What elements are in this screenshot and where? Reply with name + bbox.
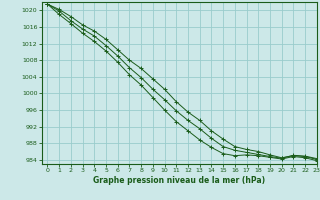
X-axis label: Graphe pression niveau de la mer (hPa): Graphe pression niveau de la mer (hPa): [93, 176, 265, 185]
